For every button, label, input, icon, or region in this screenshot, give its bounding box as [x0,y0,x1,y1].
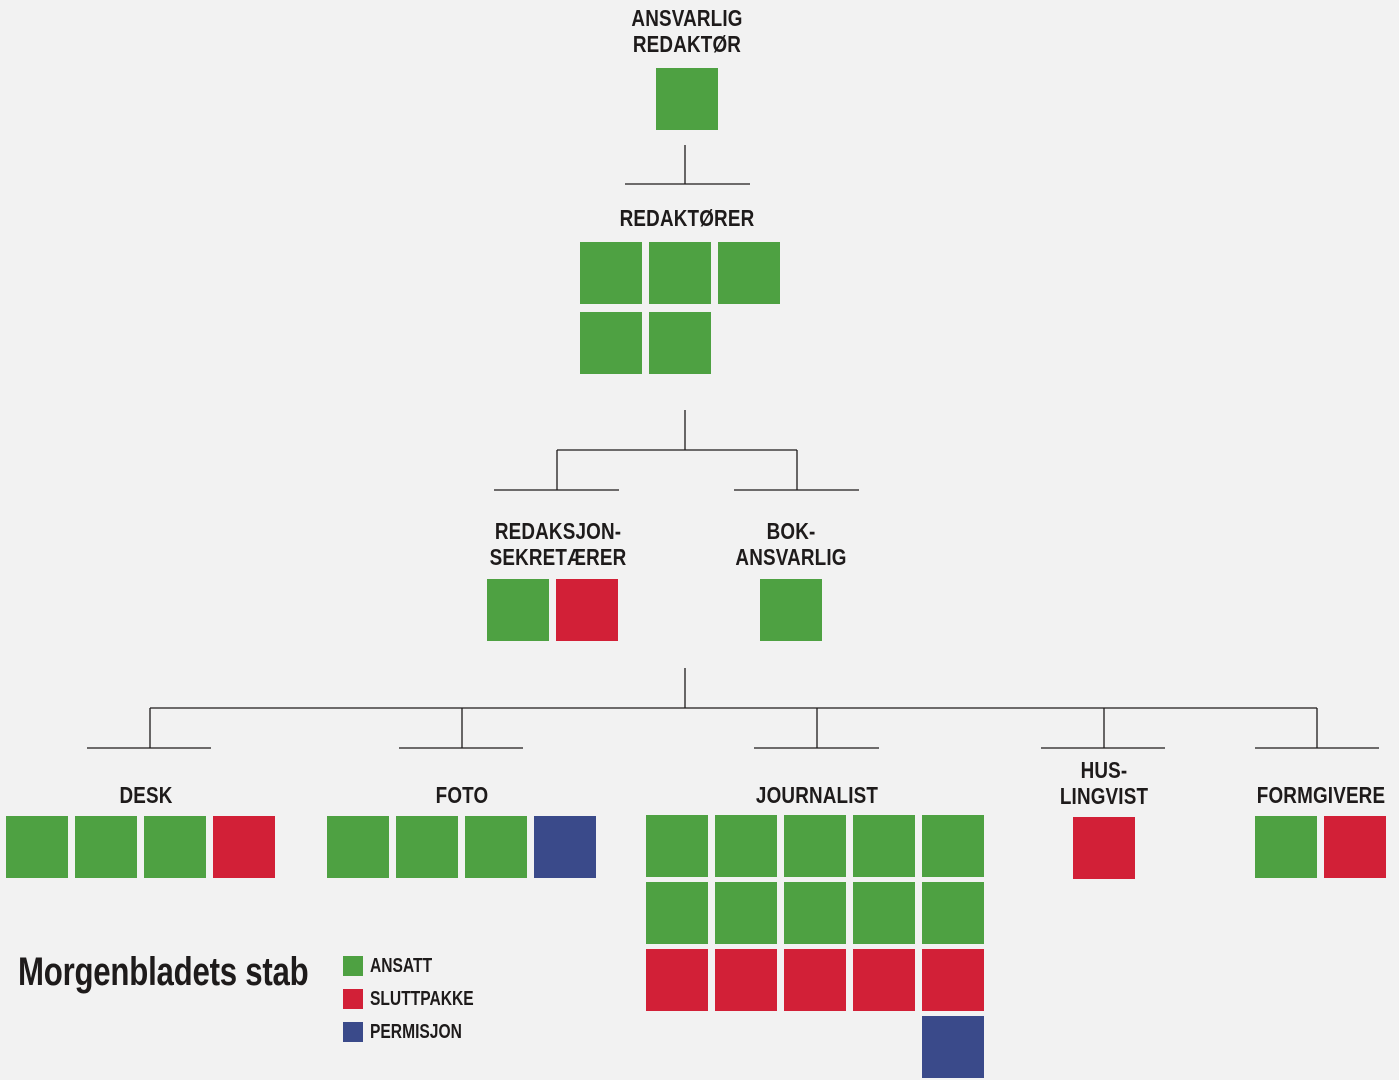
staff-square-ansatt [1255,816,1317,878]
staff-square-ansatt [922,815,984,877]
staff-square-ansatt [487,579,549,641]
staff-square-ansatt [465,816,527,878]
staff-square-ansatt [760,579,822,641]
staff-square-permisjon [922,1016,984,1078]
group-label-desk: DESK [119,782,172,808]
group-label-line: BOK- [766,518,816,544]
group-label-formgivere: FORMGIVERE [1257,782,1385,808]
group-label-line: ANSVARLIG [631,5,743,31]
staff-square-sluttpakke [213,816,275,878]
staff-square-ansatt [646,882,708,944]
staff-square-ansatt [396,816,458,878]
staff-square-ansatt [327,816,389,878]
group-label-line: REDAKSJON- [494,518,622,544]
staff-square-sluttpakke [715,949,777,1011]
group-label-line: REDAKTØR [632,31,742,57]
group-label-line: LINGVIST [1059,783,1149,809]
staff-square-ansatt [580,312,642,374]
staff-square-sluttpakke [922,949,984,1011]
group-label-ansvarlig-redaktor: ANSVARLIG REDAKTØR [631,5,742,57]
staff-square-ansatt [853,815,915,877]
staff-square-ansatt [853,882,915,944]
staff-square-ansatt [649,242,711,304]
chart-title: Morgenbladets stab [18,950,309,994]
legend-label-ansatt: ANSATT [370,955,433,977]
staff-square-ansatt [6,816,68,878]
legend-label-permisjon: PERMISJON [370,1021,462,1043]
group-label-huslingvist: HUS- LINGVIST [1060,757,1148,809]
staff-square-ansatt [715,815,777,877]
staff-square-ansatt [75,816,137,878]
staff-square-sluttpakke [556,579,618,641]
group-label-line: HUS- [1080,757,1128,783]
group-label-bokansvarlig: BOK- ANSVARLIG [735,518,846,570]
legend-label-sluttpakke: SLUTTPAKKE [370,988,474,1010]
group-label-line: ANSVARLIG [735,544,847,570]
staff-square-sluttpakke [646,949,708,1011]
staff-square-ansatt [784,815,846,877]
staff-square-sluttpakke [1073,817,1135,879]
staff-square-sluttpakke [784,949,846,1011]
group-label-journalist: JOURNALIST [756,782,878,808]
staff-square-ansatt [144,816,206,878]
staff-square-ansatt [715,882,777,944]
staff-square-ansatt [784,882,846,944]
group-label-line: SEKRETÆRER [489,544,627,570]
group-label-line: JOURNALIST [755,782,879,808]
staff-square-ansatt [718,242,780,304]
staff-square-ansatt [649,312,711,374]
group-label-line: FORMGIVERE [1256,782,1386,808]
staff-square-sluttpakke [1324,816,1386,878]
group-label-redaktorer: REDAKTØRER [620,205,755,231]
group-label-foto: FOTO [436,782,489,808]
staff-square-ansatt [656,68,718,130]
staff-square-permisjon [534,816,596,878]
group-label-line: DESK [119,782,173,808]
group-label-line: REDAKTØRER [619,205,755,231]
staff-square-ansatt [646,815,708,877]
legend-swatch-permisjon [343,1022,363,1042]
legend-swatch-sluttpakke [343,989,363,1009]
legend-swatch-ansatt [343,956,363,976]
group-label-redaksjonssekretaerer: REDAKSJON- SEKRETÆRER [490,518,627,570]
staff-square-sluttpakke [853,949,915,1011]
group-label-line: FOTO [435,782,489,808]
staff-square-ansatt [922,882,984,944]
staff-square-ansatt [580,242,642,304]
